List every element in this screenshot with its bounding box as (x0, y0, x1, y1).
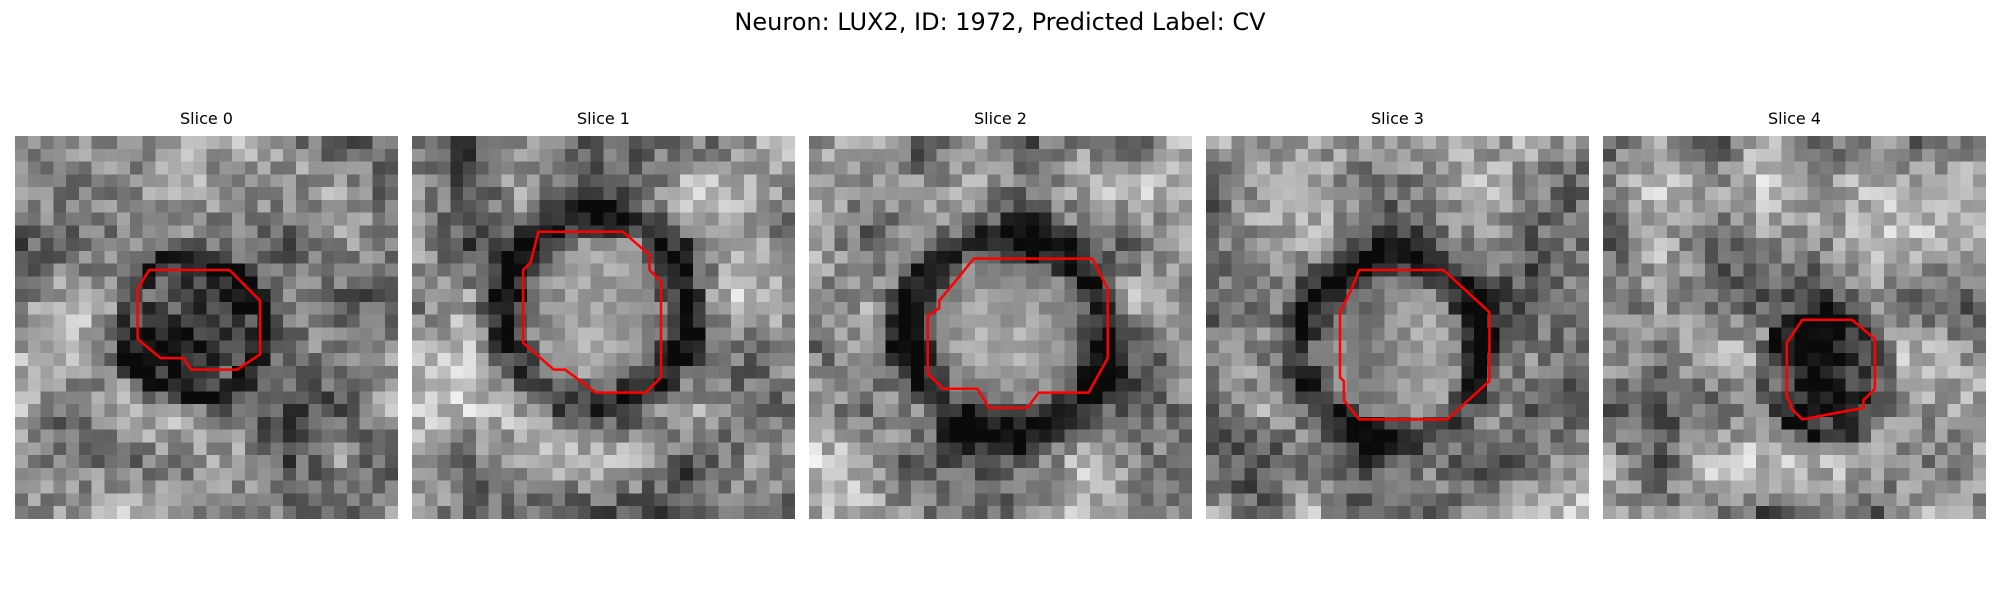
contour-overlay (136, 268, 262, 371)
slice-title: Slice 0 (180, 109, 233, 128)
slice-image (412, 136, 795, 519)
neuron-contour (136, 268, 262, 371)
slice-title: Slice 1 (577, 109, 630, 128)
contour-overlay (926, 257, 1109, 410)
slice-panel-2: Slice 2 (809, 108, 1192, 519)
slice-image (1206, 136, 1589, 519)
contour-overlay (521, 230, 663, 394)
neuron-contour (926, 257, 1109, 410)
neuron-contour (521, 230, 663, 394)
contour-overlay (1338, 268, 1491, 421)
slice-title: Slice 3 (1371, 109, 1424, 128)
neuron-contour (1785, 318, 1877, 421)
slice-image (15, 136, 398, 519)
slice-image (809, 136, 1192, 519)
slice-title: Slice 2 (974, 109, 1027, 128)
slice-image (1603, 136, 1986, 519)
slice-panel-1: Slice 1 (412, 108, 795, 519)
neuron-contour (1338, 268, 1491, 421)
slice-panel-4: Slice 4 (1603, 108, 1986, 519)
figure-title: Neuron: LUX2, ID: 1972, Predicted Label:… (734, 8, 1266, 36)
slice-panel-0: Slice 0 (15, 108, 398, 519)
slice-panel-3: Slice 3 (1206, 108, 1589, 519)
contour-overlay (1785, 318, 1877, 421)
slice-title: Slice 4 (1768, 109, 1821, 128)
